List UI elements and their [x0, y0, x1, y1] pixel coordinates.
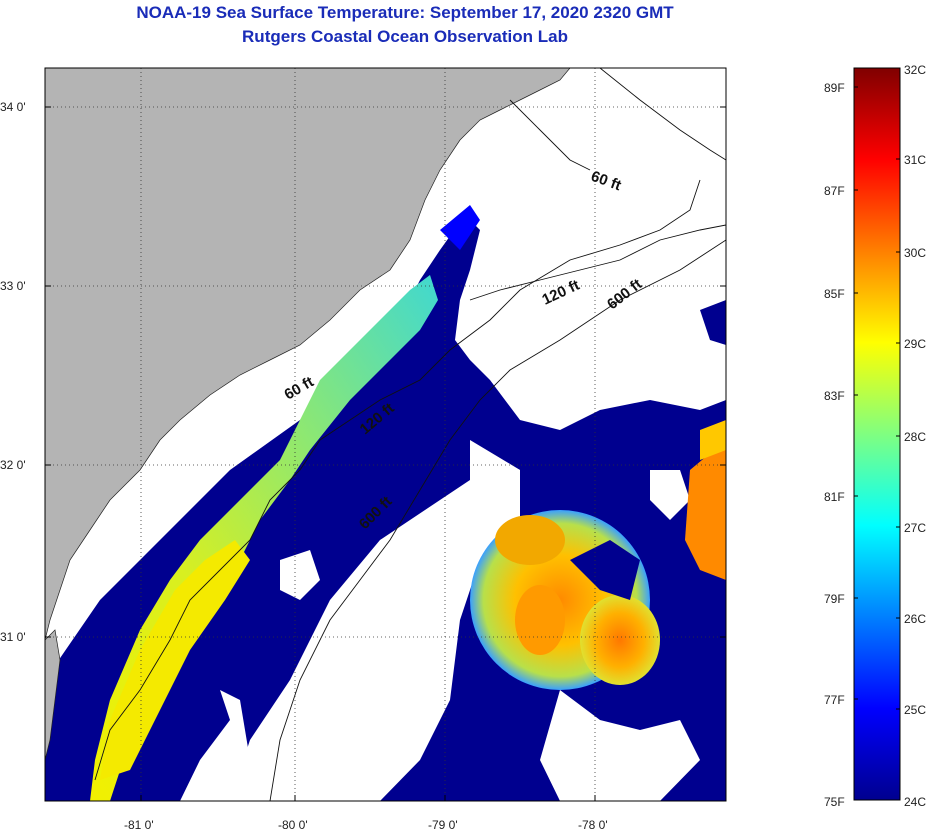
- land: [45, 68, 571, 641]
- lon-label-81: -81 0': [124, 818, 154, 832]
- colorbar-f-83: 83F: [824, 389, 845, 403]
- lon-label-80: -80 0': [278, 818, 308, 832]
- map-title: NOAA-19 Sea Surface Temperature: Septemb…: [136, 3, 674, 22]
- colorbar-c-25: 25C: [904, 703, 926, 717]
- colorbar-f-81: 81F: [824, 490, 845, 504]
- lon-label-78: -78 0': [578, 818, 608, 832]
- colorbar-c-31: 31C: [904, 153, 926, 167]
- colorbar-f-89: 89F: [824, 81, 845, 95]
- lat-label-33: 33 0': [0, 279, 26, 293]
- lat-label-31: 31 0': [0, 630, 26, 644]
- colorbar-c-29: 29C: [904, 337, 926, 351]
- map-frame: [44, 67, 727, 802]
- colorbar-c-26: 26C: [904, 612, 926, 626]
- colorbar: [853, 67, 901, 801]
- colorbar-c-27: 27C: [904, 521, 926, 535]
- colorbar-f-75: 75F: [824, 795, 845, 809]
- colorbar-f-77: 77F: [824, 693, 845, 707]
- colorbar-c-28: 28C: [904, 430, 926, 444]
- sst-image: [45, 68, 726, 801]
- lat-label-34: 34 0': [0, 100, 26, 114]
- colorbar-c-32: 32C: [904, 63, 926, 77]
- colorbar-f-85: 85F: [824, 287, 845, 301]
- colorbar-c-30: 30C: [904, 246, 926, 260]
- colorbar-c-24: 24C: [904, 795, 926, 809]
- map-subtitle: Rutgers Coastal Ocean Observation Lab: [242, 27, 568, 46]
- lon-label-79: -79 0': [428, 818, 458, 832]
- lat-label-32: 32 0': [0, 458, 26, 472]
- colorbar-f-79: 79F: [824, 592, 845, 606]
- colorbar-f-87: 87F: [824, 184, 845, 198]
